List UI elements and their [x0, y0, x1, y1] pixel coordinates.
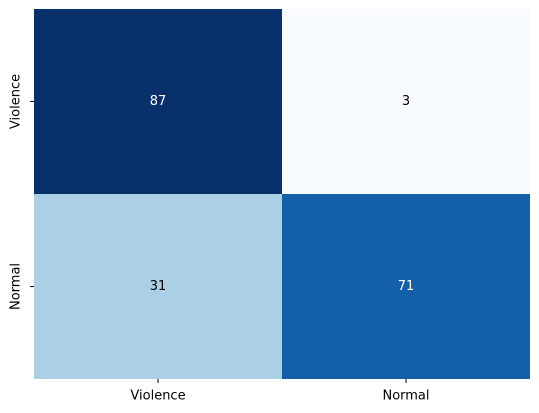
x-tick-label-normal: Normal [382, 389, 429, 404]
heatmap-cell-labels: 87 3 31 71 [150, 94, 415, 294]
cell-violence-violence [34, 9, 282, 194]
cell-violence-normal-value: 3 [402, 94, 410, 109]
cell-violence-violence-value: 87 [150, 94, 167, 109]
cell-normal-normal [282, 194, 530, 379]
y-tick-label-normal: Normal [9, 263, 24, 310]
cell-normal-violence [34, 194, 282, 379]
x-tick-label-violence: Violence [130, 389, 185, 404]
cell-normal-normal-value: 71 [398, 279, 415, 294]
y-tick-label-violence: Violence [9, 74, 24, 129]
axis-ticks: Violence Normal Violence Normal [9, 74, 430, 404]
heatmap-cells [34, 9, 530, 379]
cell-normal-violence-value: 31 [150, 279, 167, 294]
cell-violence-normal [282, 9, 530, 194]
